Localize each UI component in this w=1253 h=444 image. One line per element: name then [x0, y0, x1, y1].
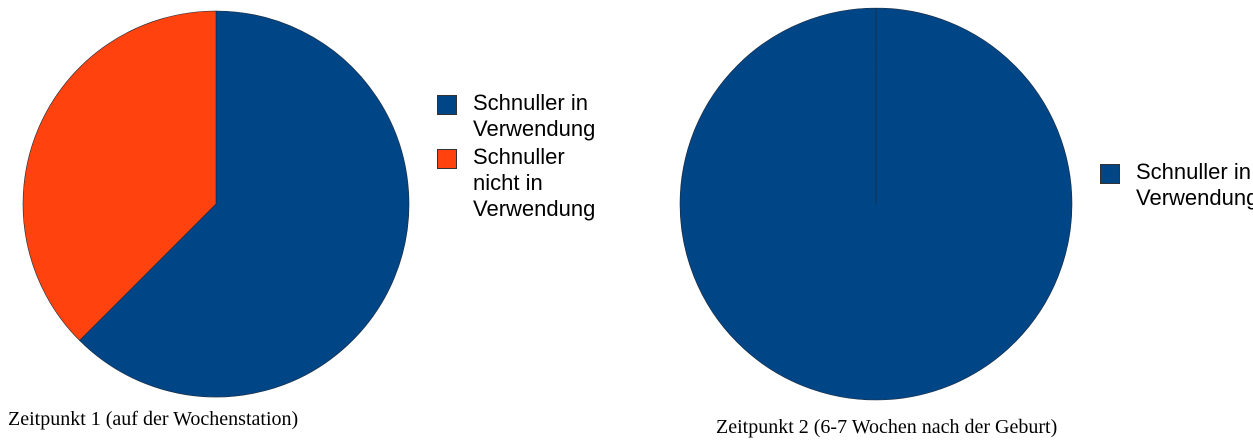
legend-label: Schnuller in Verwendung [1136, 159, 1253, 210]
legend-label: Schnuller in Verwendung [473, 90, 596, 141]
legend-entry: Schnuller in Verwendung [1100, 159, 1253, 211]
legend-entry: Schnuller nicht in Verwendung [437, 144, 595, 222]
legend: Schnuller in Verwendung [1100, 159, 1253, 213]
pie-slice [22, 10, 217, 341]
pie [22, 10, 410, 398]
legend-label: Schnuller nicht in Verwendung [473, 144, 596, 221]
chart-caption: Zeitpunkt 2 (6-7 Wochen nach der Geburt) [716, 416, 1058, 438]
pie-slice [679, 7, 1073, 401]
chart-caption: Zeitpunkt 1 (auf der Wochenstation) [8, 408, 299, 430]
legend-entry: Schnuller in Verwendung [437, 90, 595, 142]
legend-swatch [437, 95, 457, 115]
legend: Schnuller in Verwendung Schnuller nicht i… [437, 90, 595, 224]
chart: Schnuller in Verwendung Schnuller nicht i… [0, 0, 595, 444]
legend-swatch [1100, 164, 1120, 184]
chart: Schnuller in Verwendung Zeitpunkt 2 (6-7 … [660, 0, 1253, 444]
legend-swatch [437, 149, 457, 169]
pie [679, 7, 1073, 401]
pie-slice [79, 10, 410, 398]
